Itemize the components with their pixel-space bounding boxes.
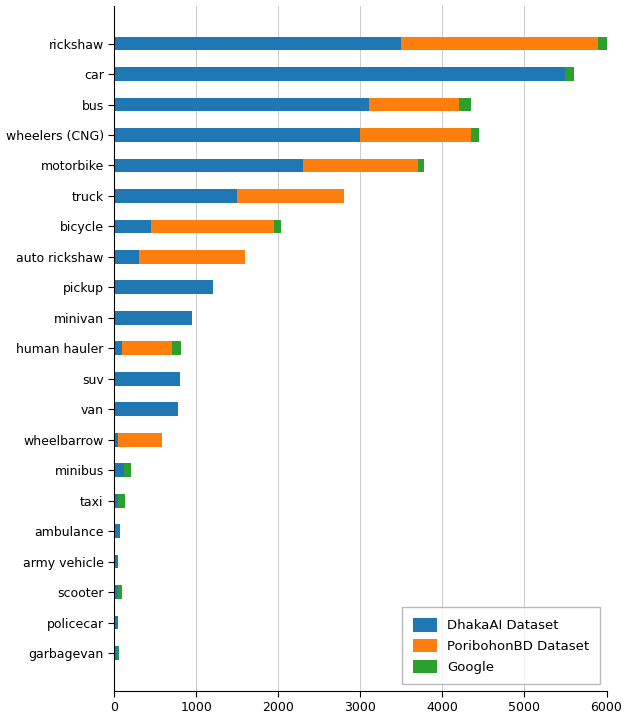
Bar bbox=[401, 37, 598, 50]
Bar bbox=[117, 646, 119, 660]
Bar bbox=[360, 128, 471, 142]
Bar bbox=[114, 646, 117, 660]
Bar bbox=[118, 494, 125, 508]
Bar bbox=[114, 585, 118, 599]
Legend: DhakaAI Dataset, PoribohonBD Dataset, Google: DhakaAI Dataset, PoribohonBD Dataset, Go… bbox=[403, 608, 600, 685]
Bar bbox=[114, 524, 120, 538]
Bar bbox=[114, 372, 180, 386]
Bar bbox=[139, 250, 246, 264]
Bar bbox=[565, 67, 574, 81]
Bar bbox=[459, 98, 471, 112]
Bar bbox=[114, 250, 139, 264]
Bar bbox=[114, 98, 369, 112]
Bar bbox=[114, 341, 122, 355]
Bar bbox=[237, 189, 344, 203]
Bar bbox=[114, 494, 118, 508]
Bar bbox=[114, 37, 401, 50]
Bar bbox=[114, 281, 213, 294]
Bar bbox=[114, 616, 118, 629]
Bar bbox=[114, 554, 118, 569]
Bar bbox=[118, 433, 161, 446]
Bar bbox=[118, 585, 122, 599]
Bar bbox=[171, 341, 181, 355]
Bar bbox=[114, 402, 178, 416]
Bar bbox=[598, 37, 607, 50]
Bar bbox=[114, 189, 237, 203]
Bar bbox=[114, 433, 118, 446]
Bar bbox=[114, 128, 360, 142]
Bar bbox=[114, 67, 565, 81]
Bar bbox=[124, 464, 131, 477]
Bar bbox=[114, 464, 124, 477]
Bar bbox=[114, 311, 192, 325]
Bar bbox=[471, 128, 479, 142]
Bar bbox=[369, 98, 459, 112]
Bar bbox=[122, 341, 171, 355]
Bar bbox=[303, 158, 418, 172]
Bar bbox=[114, 220, 151, 233]
Bar bbox=[274, 220, 281, 233]
Bar bbox=[418, 158, 425, 172]
Bar bbox=[151, 220, 274, 233]
Bar bbox=[114, 158, 303, 172]
